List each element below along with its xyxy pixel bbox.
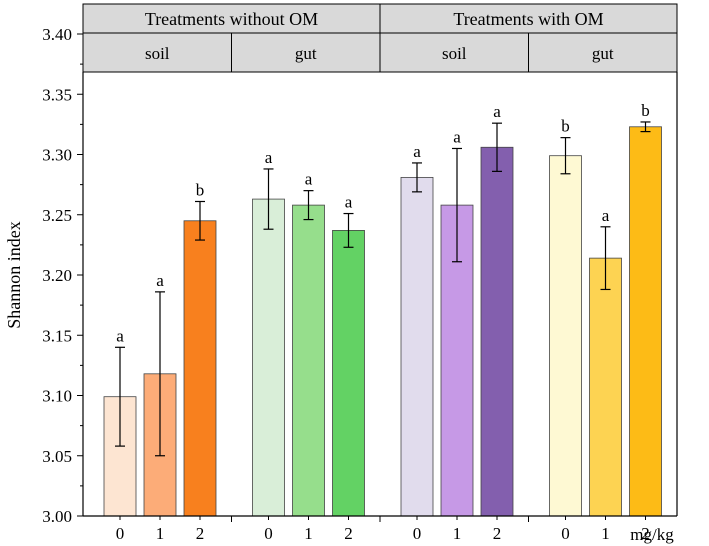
significance-letter: b: [196, 180, 205, 199]
x-axis-unit-label: mg/kg: [630, 525, 674, 544]
y-tick-label: 3.35: [42, 85, 72, 104]
significance-letter: a: [345, 193, 353, 212]
x-tick-label: 2: [493, 524, 502, 543]
bar: [549, 155, 582, 517]
significance-letter: a: [493, 102, 501, 121]
y-tick-label: 3.15: [42, 326, 72, 345]
header-sample-label: soil: [442, 44, 467, 63]
x-tick-label: 0: [561, 524, 570, 543]
header-treatment-label: Treatments without OM: [145, 9, 318, 29]
y-axis-label: Shannon index: [4, 221, 24, 329]
header-treatment-label: Treatments with OM: [453, 9, 603, 29]
y-tick-label: 3.20: [42, 266, 72, 285]
significance-letter: b: [641, 101, 650, 120]
significance-letter: a: [265, 148, 273, 167]
x-tick-label: 2: [344, 524, 353, 543]
bar: [480, 146, 514, 517]
x-tick-label: 1: [156, 524, 165, 543]
x-tick-label: 0: [264, 524, 273, 543]
bars-layer: a a b a a a a a a b a b: [103, 101, 662, 517]
axes-layer: 3.00 3.05 3.10 3.15 3.20 3.25 3.30 3.35 3.40 0 1 2 0…: [42, 25, 678, 543]
y-tick-label: 3.05: [42, 447, 72, 466]
bar: [183, 220, 217, 517]
x-tick-label: 1: [453, 524, 462, 543]
y-tick-label: 3.40: [42, 25, 72, 44]
significance-letter: a: [116, 326, 124, 345]
x-tick-label: 0: [116, 524, 125, 543]
significance-letter: a: [305, 170, 313, 189]
y-tick-label: 3.10: [42, 387, 72, 406]
header-sample-label: gut: [592, 44, 614, 63]
bar: [292, 204, 325, 517]
header-panel: Treatments without OM Treatments with OM s…: [82, 3, 678, 73]
bar: [252, 198, 285, 517]
x-tick-label: 0: [413, 524, 422, 543]
significance-letter: a: [413, 142, 421, 161]
bar: [332, 230, 365, 517]
x-tick-label: 1: [601, 524, 610, 543]
y-tick-label: 3.25: [42, 206, 72, 225]
x-tick-label: 2: [641, 524, 650, 543]
x-tick-label: 2: [196, 524, 205, 543]
significance-letter: a: [156, 271, 164, 290]
header-sample-label: soil: [145, 44, 170, 63]
bar: [589, 257, 622, 517]
significance-letter: b: [561, 117, 570, 136]
bar: [629, 126, 662, 517]
x-tick-label: 1: [304, 524, 313, 543]
significance-letter: a: [602, 206, 610, 225]
significance-letter: a: [453, 127, 461, 146]
y-tick-label: 3.30: [42, 146, 72, 165]
bar: [400, 176, 434, 517]
y-tick-label: 3.00: [42, 507, 72, 526]
header-sample-label: gut: [295, 44, 317, 63]
